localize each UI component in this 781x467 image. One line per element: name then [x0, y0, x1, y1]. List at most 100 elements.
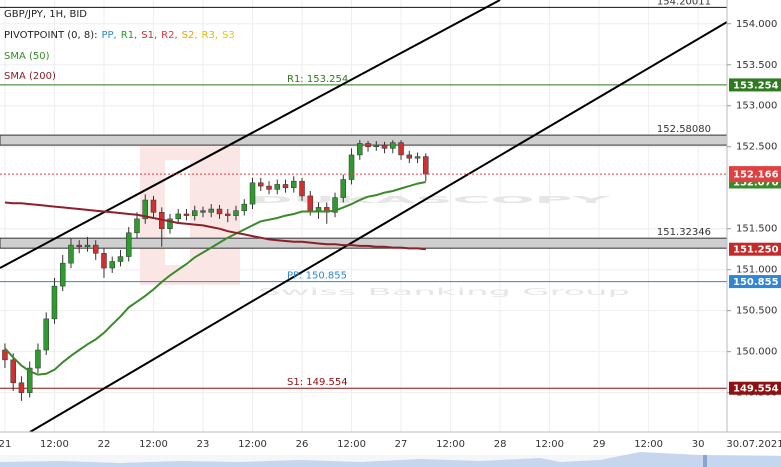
level-badge-label: 150.855 — [733, 277, 779, 288]
candle-body — [390, 142, 396, 149]
candle-body — [381, 144, 388, 149]
candle-body — [398, 142, 404, 156]
x-tick-label: 26 — [296, 439, 309, 450]
candle-body — [357, 143, 363, 156]
data-layer — [0, 140, 727, 401]
candle-body — [18, 382, 25, 393]
candle-body — [365, 143, 371, 147]
candle-body — [373, 144, 380, 147]
candle-body — [51, 285, 58, 320]
level-label: 154.20011 — [657, 0, 711, 7]
candle-body — [92, 244, 99, 254]
candle-body — [125, 232, 132, 257]
sma-line — [4, 201, 426, 251]
candle-body — [76, 244, 82, 247]
candle-body — [406, 154, 413, 159]
y-tick-label: 151.000 — [736, 265, 777, 276]
y-tick-label: 150.000 — [736, 347, 777, 358]
watermark: DUKASCOPY — [250, 195, 614, 206]
candle-body — [225, 213, 231, 216]
value-badge-label: 152.070 — [733, 177, 779, 188]
value-badge — [729, 242, 781, 256]
labels-layer: 21 12:00 22 12:00 23 12:00 26 12:00 27 12:00 28 12:… — [0, 0, 781, 450]
candle-body — [84, 244, 91, 247]
navigator-handle[interactable] — [703, 455, 707, 467]
pivot-legend: PIVOTPOINT (0, 8): PP, R1, S1, R2, S2, R3, S3 — [4, 30, 235, 41]
candle-body — [340, 179, 347, 198]
candle-body — [175, 213, 181, 220]
y-tick-label: 154.000 — [736, 19, 777, 30]
x-tick-label: 22 — [98, 439, 111, 450]
y-tick-label: 153.000 — [736, 101, 777, 112]
y-tick-label: 150.500 — [736, 306, 777, 317]
candle-body — [348, 154, 355, 180]
candle-body — [134, 218, 140, 234]
candle-body — [414, 156, 421, 159]
level-label: PP: 150.855 — [287, 271, 347, 282]
candle-body — [59, 262, 66, 287]
candle-body — [10, 359, 16, 384]
candle-body — [266, 185, 272, 190]
pivot-legend-item: S2, — [182, 30, 198, 41]
candle-body — [282, 184, 289, 188]
candle-body — [191, 210, 198, 216]
candle-body — [68, 244, 74, 264]
candle-body — [249, 182, 256, 205]
candle-body — [291, 180, 297, 188]
candle-body — [241, 203, 248, 211]
candle-body — [208, 208, 215, 213]
level-label: S1: 149.554 — [287, 377, 348, 388]
pivot-legend-item: S3 — [222, 30, 235, 41]
candle-body — [332, 197, 338, 213]
candle-body — [315, 207, 322, 211]
pivot-legend-item: R3, — [202, 30, 219, 41]
x-tick-label: 29 — [593, 439, 606, 450]
level-badge-label: 153.254 — [733, 80, 779, 91]
y-tick-label: 153.500 — [736, 60, 777, 71]
legend-entry: SMA (50) — [4, 51, 50, 62]
candle-body — [233, 210, 239, 216]
candle-body — [2, 349, 8, 361]
y-tick-label: 151.500 — [736, 224, 777, 235]
sma-line — [4, 181, 426, 376]
candle-body — [26, 367, 33, 393]
pivot-legend-item: R1, — [121, 30, 138, 41]
level-badge-label: 149.554 — [733, 384, 779, 395]
level-badge — [729, 78, 781, 92]
pivot-legend-item: S1, — [141, 30, 157, 41]
legend-entry: SMA (200) — [4, 71, 56, 82]
candle-body — [109, 261, 115, 269]
candle-body — [274, 184, 281, 190]
price-axis — [727, 0, 781, 432]
chart-title: GBP/JPY, 1H, BID — [4, 9, 87, 20]
x-tick-label: 21 — [0, 439, 11, 450]
candle-body — [101, 253, 107, 269]
x-tick-label: 12:00 — [40, 439, 69, 450]
x-tick-label: 12:00 — [634, 439, 663, 450]
candle-body — [43, 318, 49, 351]
x-tick-label: 27 — [395, 439, 408, 450]
x-end-label: 30.07.2021 — [726, 439, 781, 450]
channel-line — [29, 21, 728, 433]
x-tick-label: 28 — [494, 439, 507, 450]
candle-body — [216, 208, 223, 215]
x-tick-label: 12:00 — [238, 439, 267, 450]
time-axis — [0, 432, 781, 455]
current-price-label: 152.166 — [733, 170, 779, 181]
pivot-legend-item: R2, — [161, 30, 178, 41]
level-label: R1: 153.254 — [287, 74, 348, 85]
x-tick-label: 12:00 — [139, 439, 168, 450]
y-tick-label: 152.500 — [736, 142, 777, 153]
level-band — [0, 134, 728, 146]
x-tick-label: 30 — [692, 439, 705, 450]
navigator-area — [0, 452, 781, 467]
current-price-badge — [729, 166, 781, 183]
channel-line — [0, 0, 501, 269]
watermark-subtitle: Swiss Banking Group — [258, 287, 630, 298]
candle-body — [200, 210, 206, 213]
x-tick-label: 12:00 — [535, 439, 564, 450]
candle-body — [142, 199, 148, 220]
x-tick-label: 12:00 — [436, 439, 465, 450]
